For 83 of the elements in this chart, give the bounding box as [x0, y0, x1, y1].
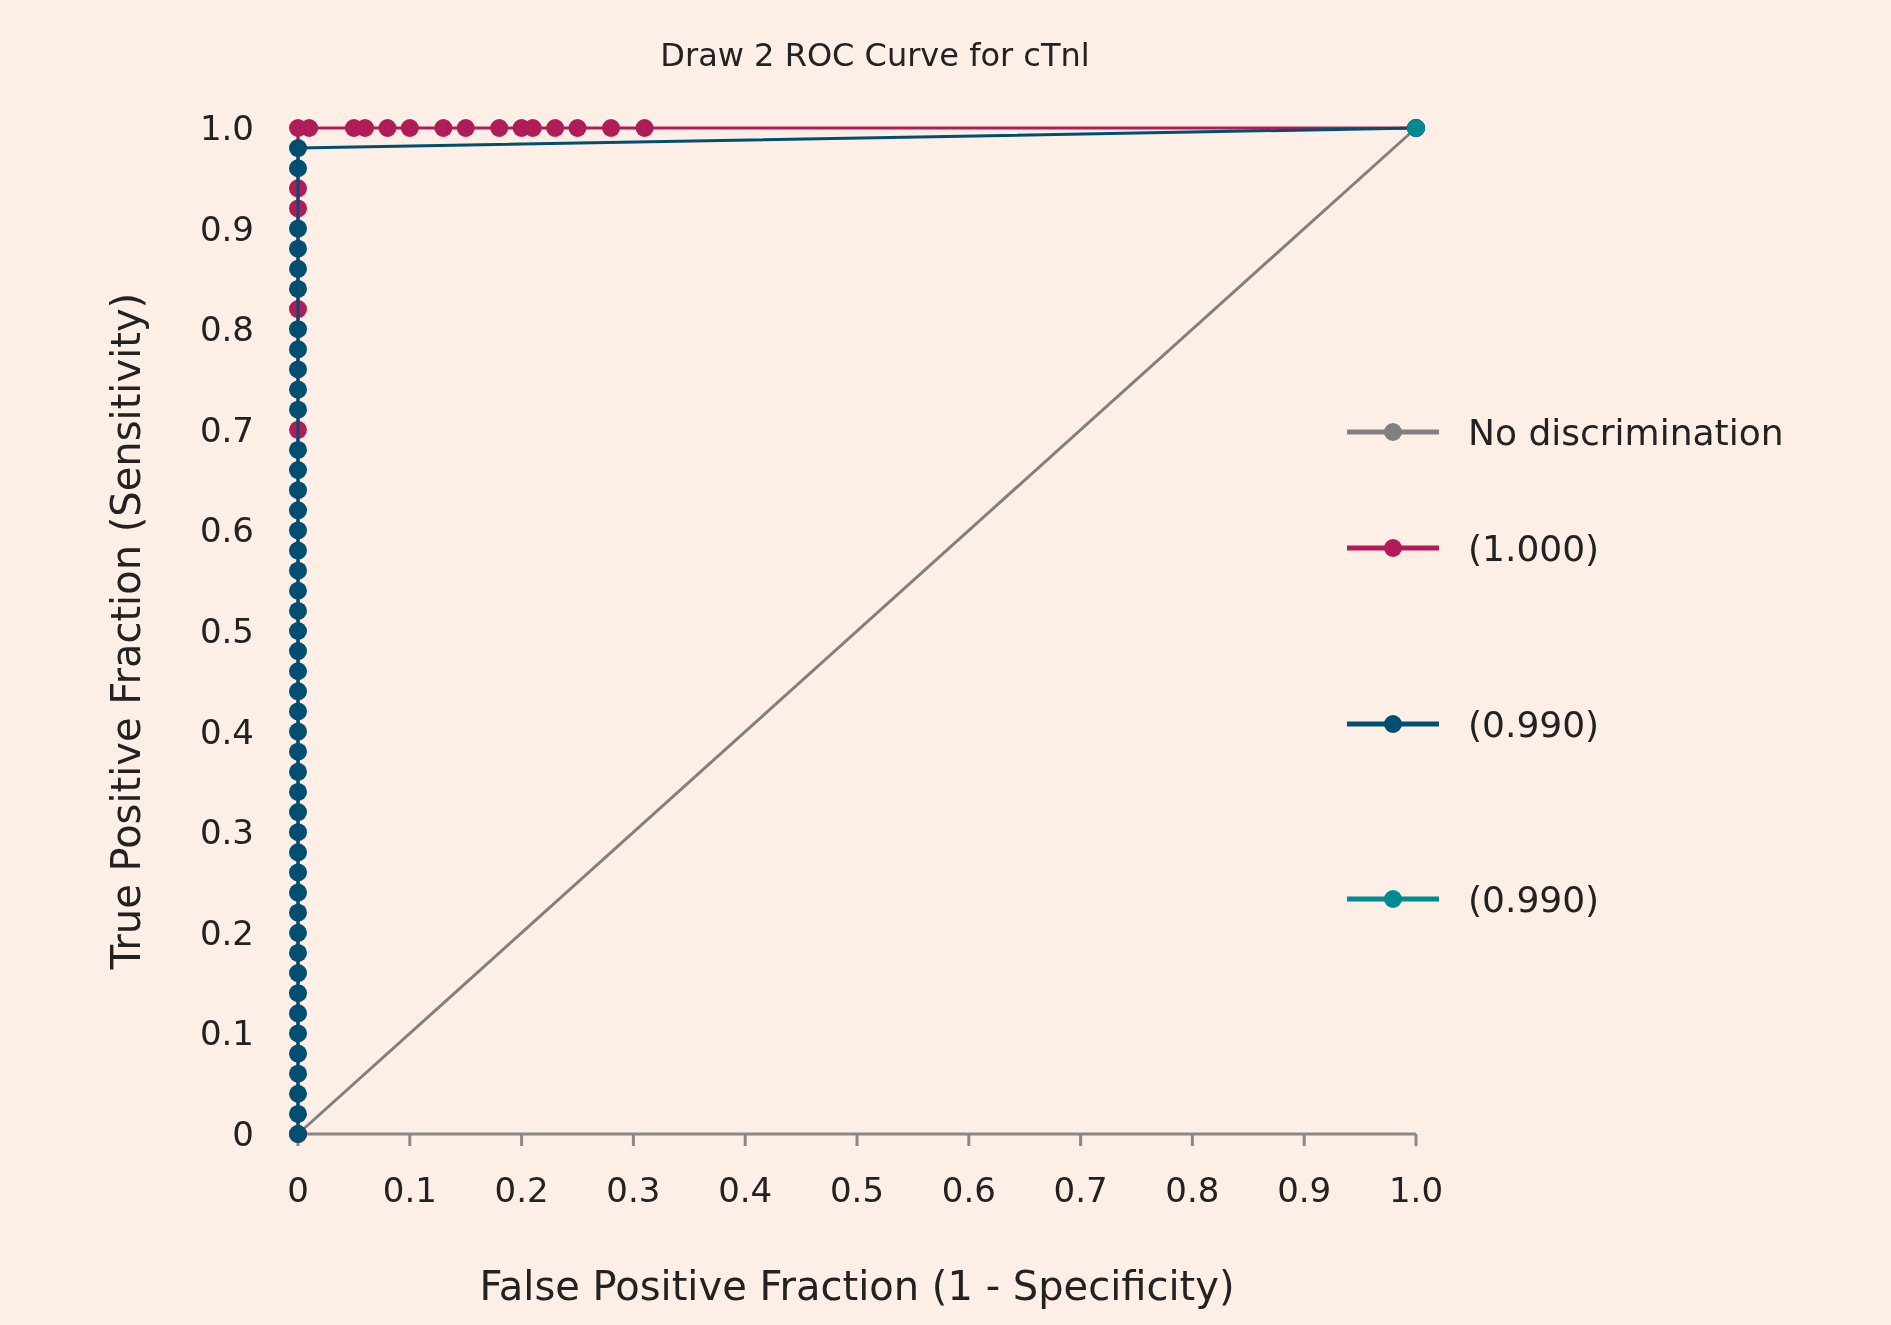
point [289, 702, 307, 721]
point [289, 601, 307, 620]
x-tick-label: 0.7 [1053, 1170, 1108, 1210]
legend-label: (0.990) [1468, 703, 1600, 745]
y-tick-label: 0.9 [199, 208, 254, 249]
point [568, 119, 587, 137]
point [289, 863, 307, 882]
x-tick-label: 0.5 [829, 1170, 885, 1210]
point [289, 1084, 307, 1103]
point [289, 461, 307, 480]
point [400, 119, 419, 137]
y-tick-label: 0.2 [199, 912, 254, 953]
point [289, 239, 307, 258]
point [289, 1104, 307, 1123]
point [289, 843, 307, 862]
legend-label: No discrimination [1468, 411, 1784, 453]
point [289, 501, 307, 520]
x-tick-label: 0.4 [718, 1170, 773, 1210]
point [289, 380, 307, 399]
point [289, 642, 307, 661]
legend-label: (1.000) [1468, 527, 1600, 569]
y-tick-label: 0.7 [199, 409, 254, 450]
point [289, 682, 307, 701]
point [289, 219, 307, 238]
point [456, 119, 475, 137]
x-tick-label: 0.3 [606, 1170, 661, 1210]
point [289, 964, 307, 983]
point [289, 159, 307, 178]
y-tick-label: 0.6 [199, 510, 254, 551]
point [289, 259, 307, 278]
point [490, 119, 509, 137]
point [289, 823, 307, 842]
point [289, 883, 307, 902]
point [635, 119, 654, 137]
point [289, 1024, 307, 1043]
y-tick-label: 0.3 [199, 812, 254, 853]
y-tick-label: 0.8 [199, 309, 254, 350]
x-tick-label: 0.9 [1277, 1170, 1332, 1210]
point [289, 923, 307, 942]
point [289, 803, 307, 822]
x-axis-title: False Positive Fraction (1 - Specificity) [479, 1263, 1235, 1309]
point [289, 762, 307, 781]
point [289, 360, 307, 379]
point [289, 541, 307, 560]
chart-title: Draw 2 ROC Curve for cTnl [660, 36, 1090, 74]
point [289, 521, 307, 540]
point [289, 782, 307, 801]
point [289, 722, 307, 741]
y-tick-label: 1.0 [199, 107, 254, 148]
x-tick-label: 0.6 [941, 1170, 996, 1210]
point [289, 903, 307, 922]
legend-label: (0.990) [1468, 878, 1600, 920]
x-tick-label: 0.1 [382, 1170, 437, 1210]
point [602, 119, 621, 137]
point [434, 119, 453, 137]
y-tick-label: 0.5 [199, 610, 254, 651]
point [289, 279, 307, 298]
y-tick-label: 0.1 [199, 1013, 254, 1054]
y-axis-title: True Positive Fraction (Sensitivity) [103, 292, 149, 971]
point [289, 622, 307, 640]
point [289, 662, 307, 681]
point [289, 1064, 307, 1083]
point [289, 742, 307, 761]
x-tick-label: 0.8 [1165, 1170, 1220, 1210]
point [289, 481, 307, 500]
point [289, 400, 307, 419]
point [378, 119, 397, 137]
point [546, 119, 565, 137]
point [289, 581, 307, 600]
point [289, 1044, 307, 1063]
y-tick-label: 0.4 [199, 711, 254, 752]
point [289, 561, 307, 580]
point [289, 320, 307, 339]
y-tick-label: 0 [232, 1113, 254, 1154]
x-tick-label: 0 [287, 1170, 309, 1210]
point [289, 440, 307, 459]
point [289, 1004, 307, 1023]
x-tick-label: 1.0 [1388, 1170, 1444, 1210]
point [289, 943, 307, 962]
point [289, 984, 307, 1003]
x-tick-label: 0.2 [494, 1170, 549, 1210]
point [289, 139, 307, 158]
point [289, 340, 307, 359]
